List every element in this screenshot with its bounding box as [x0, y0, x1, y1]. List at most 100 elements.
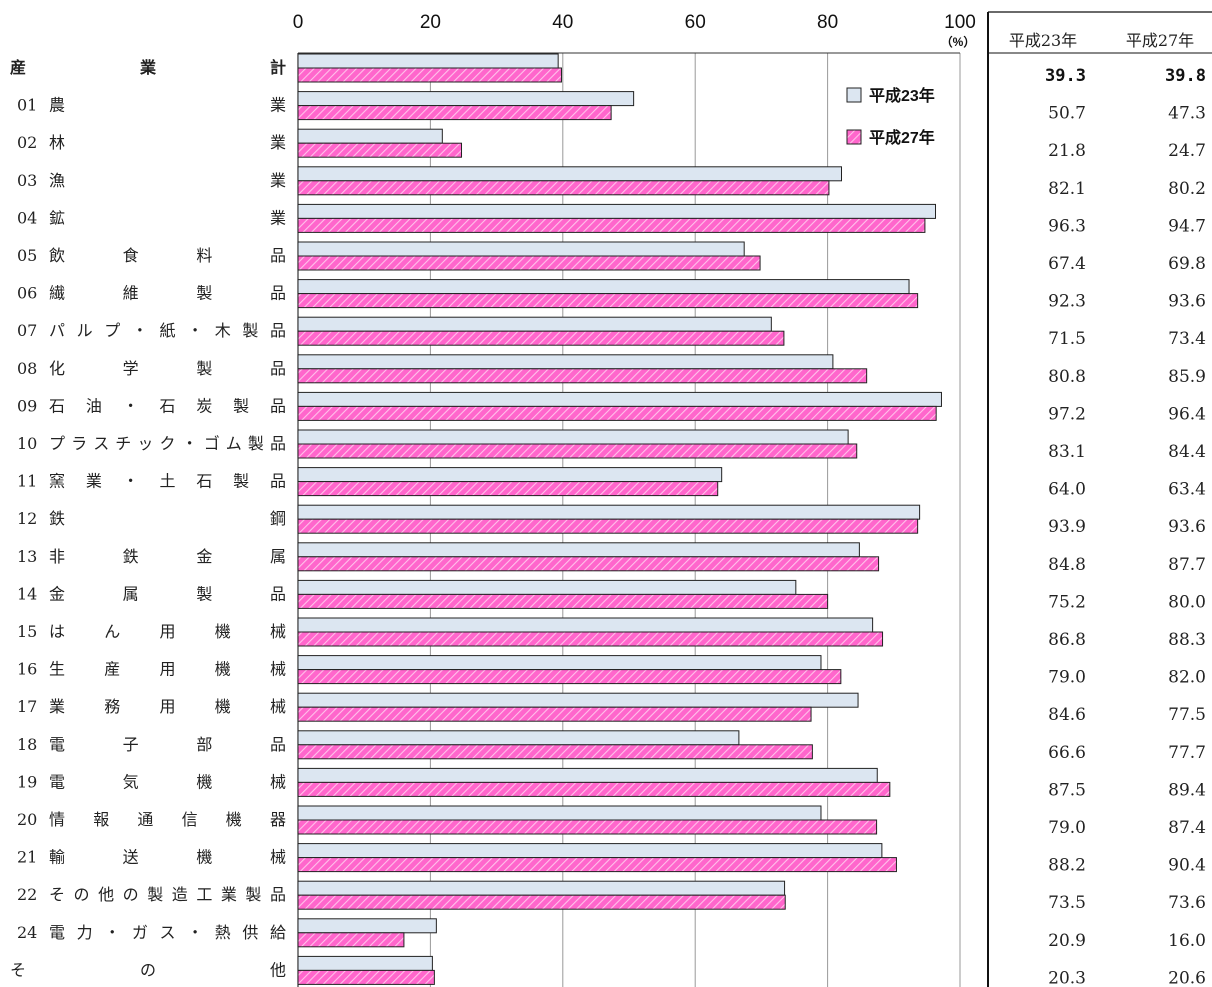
table-value: 73.5	[1048, 893, 1086, 913]
value-table: 平成23年 平成27年 39.3 39.8 50.7 47.3 21.8 24.7 82.1 80…	[987, 11, 1212, 987]
category-label-char: 炭	[196, 396, 212, 415]
bar-h27	[297, 819, 878, 835]
table-value: 77.7	[1168, 743, 1206, 763]
category-label-char: 機	[226, 810, 242, 829]
category-label-char: 通	[137, 810, 153, 829]
category-label-char: 林	[49, 133, 65, 152]
category-label-char: 製	[196, 284, 212, 303]
table-value: 50.7	[1048, 104, 1086, 124]
category-label-char: 報	[93, 810, 109, 829]
legend-swatch	[846, 129, 862, 145]
category-label-char: 品	[270, 885, 286, 904]
category-label-char: 熱	[215, 923, 231, 942]
category-label-char: 械	[270, 697, 286, 716]
category-label-char: 属	[270, 547, 286, 566]
category-label-char: 器	[270, 810, 286, 829]
category-code: 14	[17, 584, 37, 603]
table-value: 24.7	[1168, 141, 1206, 161]
table-value: 77.5	[1168, 705, 1206, 725]
table-value: 92.3	[1048, 292, 1086, 312]
category-code: 07	[17, 321, 37, 340]
category-code: 04	[17, 208, 37, 227]
category-label-char: ゴ	[204, 434, 220, 453]
category-label-char: 業	[270, 208, 286, 227]
table-value: 88.2	[1048, 856, 1086, 876]
category-label-char: 品	[270, 434, 286, 453]
category-label-char: 製	[248, 434, 264, 453]
category-label-char: 械	[270, 772, 286, 791]
table-value: 88.3	[1168, 630, 1206, 650]
x-axis-ticks: 0 20 40 60 80 100（%）	[293, 12, 976, 49]
table-value: 93.9	[1048, 517, 1086, 537]
table-value: 20.6	[1168, 968, 1206, 987]
category-label-char: 油	[86, 396, 102, 415]
table-value: 39.3	[1045, 66, 1086, 86]
category-label-char: 品	[270, 735, 286, 754]
category-label-char: 製	[196, 584, 212, 603]
bar-h27	[297, 293, 919, 309]
category-label-char: 品	[270, 246, 286, 265]
category-label-char: 業	[49, 697, 65, 716]
category-label-char: 学	[123, 359, 139, 378]
bars	[297, 53, 942, 985]
table-value: 93.6	[1168, 517, 1206, 537]
category-label-char: 供	[242, 923, 258, 942]
category-code: 22	[17, 885, 37, 904]
bar-h27	[297, 969, 435, 985]
bar-h27	[297, 405, 937, 421]
category-label-char: 製	[196, 359, 212, 378]
x-tick-label: 40	[552, 12, 573, 33]
category-label-char: 部	[196, 735, 212, 754]
category-code: 20	[17, 810, 37, 829]
bar-h27	[297, 368, 868, 384]
table-value: 80.8	[1048, 367, 1086, 387]
category-label-char: ク	[159, 434, 175, 453]
category-label-char: 食	[123, 246, 139, 265]
table-value: 82.0	[1168, 668, 1206, 688]
category-label-char: ん	[104, 622, 120, 641]
category-label-char: 機	[215, 622, 231, 641]
bar-h23	[297, 467, 723, 483]
bar-h27	[297, 781, 891, 797]
table-value: 80.2	[1168, 179, 1206, 199]
category-label-char: 品	[270, 321, 286, 340]
category-label-char: 料	[196, 246, 212, 265]
table-value: 20.9	[1048, 931, 1086, 951]
category-label-char: 他	[270, 960, 286, 979]
category-label-char: 石	[159, 396, 175, 415]
table-value: 94.7	[1168, 216, 1206, 236]
table-value: 73.6	[1168, 893, 1206, 913]
category-label-char: ・	[123, 472, 139, 491]
category-label-char: パ	[49, 321, 65, 340]
category-label-char: ム	[226, 434, 242, 453]
category-label-char: の	[123, 885, 139, 904]
category-code: 21	[17, 848, 37, 867]
category-label-char: そ	[49, 885, 65, 904]
table-value: 47.3	[1168, 104, 1206, 124]
category-label-char: の	[140, 960, 156, 979]
category-label-char: 非	[49, 547, 65, 566]
category-label-char: 木	[215, 321, 231, 340]
category-label-char: 用	[159, 622, 175, 641]
bar-h23	[297, 128, 443, 144]
table-value: 39.8	[1165, 66, 1206, 86]
bar-h23	[297, 730, 740, 746]
category-label-char: 業	[86, 472, 102, 491]
category-label-char: 維	[123, 284, 139, 303]
category-label-char: 製	[233, 396, 249, 415]
table-value: 97.2	[1048, 404, 1086, 424]
category-label-char: ・	[187, 923, 203, 942]
bar-h23	[297, 241, 745, 257]
category-label-char: 輸	[49, 848, 65, 867]
category-label-char: そ	[10, 960, 26, 979]
category-label-char: 業	[270, 171, 286, 190]
table-value: 96.3	[1048, 216, 1086, 236]
table-header: 平成23年	[1009, 31, 1077, 50]
table-value: 85.9	[1168, 367, 1206, 387]
category-code: 09	[17, 396, 37, 415]
x-tick-label: 80	[817, 12, 838, 33]
bar-h27	[297, 857, 897, 873]
category-code: 13	[17, 547, 37, 566]
category-label-char: 電	[49, 923, 65, 942]
